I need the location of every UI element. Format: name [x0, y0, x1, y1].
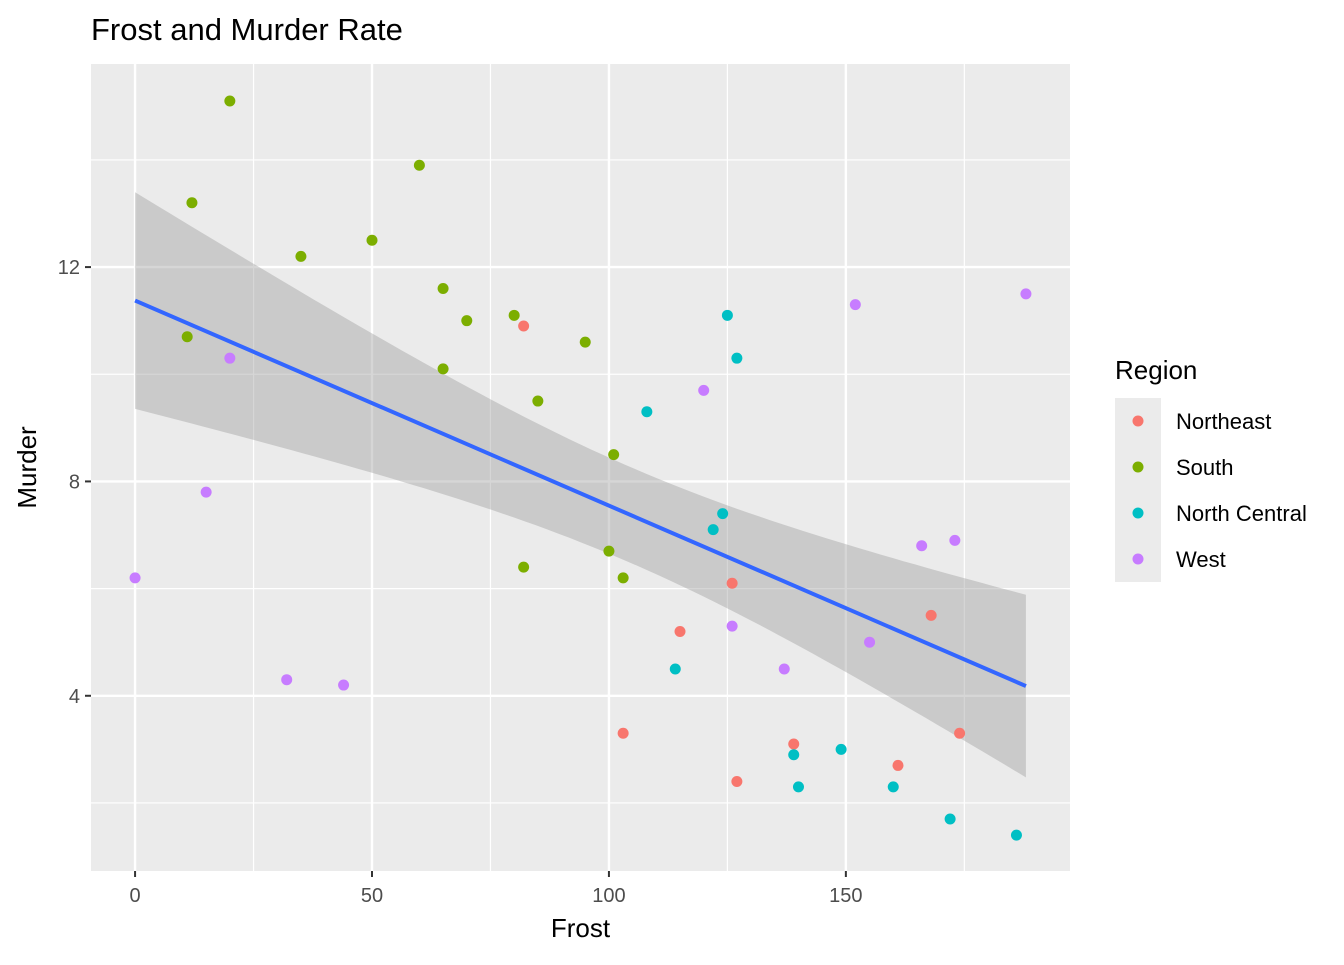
- point-northeast: [892, 759, 904, 771]
- legend-label: South: [1176, 455, 1234, 480]
- point-north-central: [641, 406, 653, 418]
- legend-label: West: [1176, 547, 1226, 572]
- major-gridlines: [91, 64, 1070, 871]
- point-south: [579, 336, 591, 348]
- x-tick-label: 50: [361, 885, 383, 907]
- point-south: [532, 395, 544, 407]
- point-south: [224, 95, 236, 107]
- point-north-central: [792, 781, 804, 793]
- point-south: [437, 283, 449, 295]
- x-tick-label: 100: [592, 885, 625, 907]
- point-south: [461, 315, 473, 327]
- legend-label: North Central: [1176, 501, 1307, 526]
- point-west: [338, 679, 350, 691]
- x-tick-label: 150: [829, 885, 862, 907]
- y-tick-label: 8: [69, 471, 80, 493]
- point-west: [916, 540, 928, 552]
- point-northeast: [925, 609, 937, 621]
- point-west: [778, 663, 790, 675]
- confidence-band: [135, 192, 1026, 778]
- point-south: [518, 561, 530, 573]
- data-points: [129, 95, 1032, 841]
- minor-gridlines: [91, 64, 1070, 871]
- y-tick-label: 4: [69, 686, 80, 708]
- point-north-central: [707, 524, 719, 536]
- plot-panel: [91, 64, 1070, 871]
- point-west: [281, 674, 293, 686]
- point-north-central: [944, 813, 956, 825]
- point-south: [181, 331, 193, 343]
- point-south: [413, 159, 425, 171]
- point-northeast: [731, 776, 743, 788]
- point-north-central: [887, 781, 899, 793]
- legend-label: Northeast: [1176, 409, 1271, 434]
- point-north-central: [1010, 829, 1022, 841]
- point-south: [437, 363, 449, 375]
- point-west: [224, 352, 236, 364]
- point-northeast: [617, 727, 629, 739]
- legend-key-background: [1115, 398, 1161, 582]
- regression-line: [134, 298, 1027, 688]
- point-south: [603, 545, 615, 557]
- y-axis-label: Murder: [12, 426, 42, 509]
- x-axis-label: Frost: [551, 913, 611, 943]
- legend-title: Region: [1115, 355, 1197, 385]
- point-north-central: [669, 663, 681, 675]
- point-south: [295, 250, 307, 262]
- legend-key-west: [1132, 553, 1144, 565]
- point-west: [200, 486, 212, 498]
- point-northeast: [788, 738, 800, 750]
- point-west: [698, 384, 710, 396]
- legend-key-south: [1132, 461, 1144, 473]
- legend: Region Northeast South North Central West: [1115, 355, 1307, 582]
- x-tick-label: 0: [130, 885, 141, 907]
- legend-key-northeast: [1132, 415, 1144, 427]
- point-south: [366, 234, 378, 246]
- point-north-central: [717, 508, 729, 520]
- point-south: [508, 309, 520, 321]
- point-north-central: [731, 352, 743, 364]
- legend-key-north-central: [1132, 507, 1144, 519]
- chart-title: Frost and Murder Rate: [91, 12, 403, 47]
- point-west: [949, 534, 961, 546]
- y-tick-label: 12: [58, 257, 80, 279]
- y-axis-ticks: 4 8 12: [58, 257, 91, 708]
- point-north-central: [788, 749, 800, 761]
- point-north-central: [835, 743, 847, 755]
- point-west: [726, 620, 738, 632]
- point-south: [608, 449, 620, 461]
- point-west: [864, 636, 876, 648]
- point-south: [186, 197, 198, 209]
- point-west: [129, 572, 141, 584]
- point-northeast: [518, 320, 530, 332]
- point-west: [849, 299, 861, 311]
- point-north-central: [721, 309, 733, 321]
- point-west: [1020, 288, 1032, 300]
- point-northeast: [954, 727, 966, 739]
- point-south: [617, 572, 629, 584]
- point-northeast: [726, 577, 738, 589]
- x-axis-ticks: 0 50 100 150: [130, 871, 863, 907]
- point-northeast: [674, 625, 686, 637]
